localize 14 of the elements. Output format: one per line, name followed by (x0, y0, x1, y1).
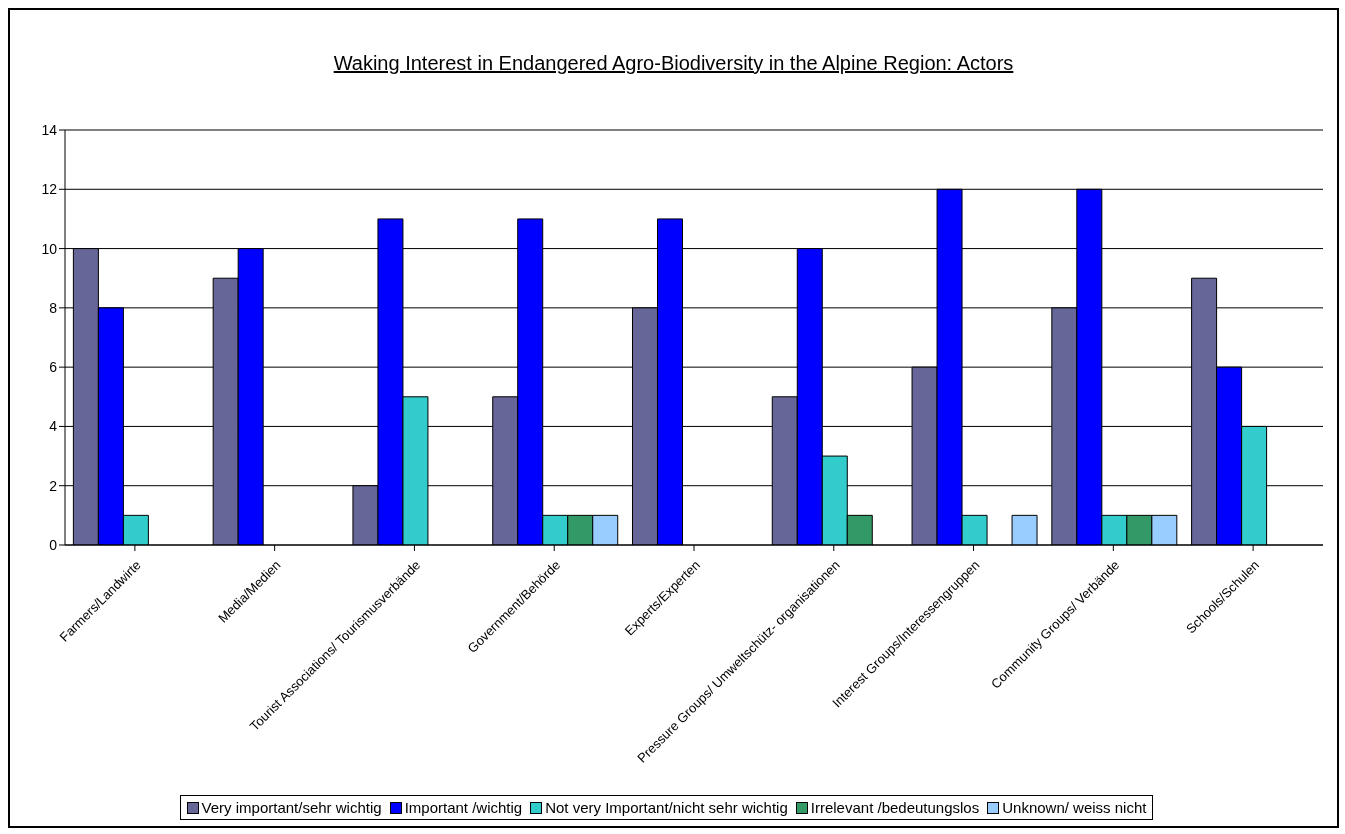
y-tick-label: 2 (49, 477, 58, 494)
y-tick-label: 10 (41, 240, 58, 257)
y-tick-label: 12 (41, 181, 58, 198)
legend-label: Very important/sehr wichtig (201, 799, 382, 816)
y-tick-label: 6 (49, 359, 58, 376)
legend-label: Irrelevant /bedeutungslos (810, 799, 980, 816)
legend-label: Important /wichtig (404, 799, 523, 816)
y-tick-label: 0 (49, 536, 58, 553)
chart-title: Waking Interest in Endangered Agro-Biodiversity in the Alpine Region: Actors (332, 52, 1015, 75)
y-tick-label: 8 (49, 299, 58, 316)
y-tick-label: 14 (41, 121, 58, 138)
y-tick-label: 4 (49, 418, 58, 435)
legend-label: Not very Important/nicht sehr wichtig (545, 799, 788, 816)
legend-label: Unknown/ weiss nicht (1002, 799, 1147, 816)
